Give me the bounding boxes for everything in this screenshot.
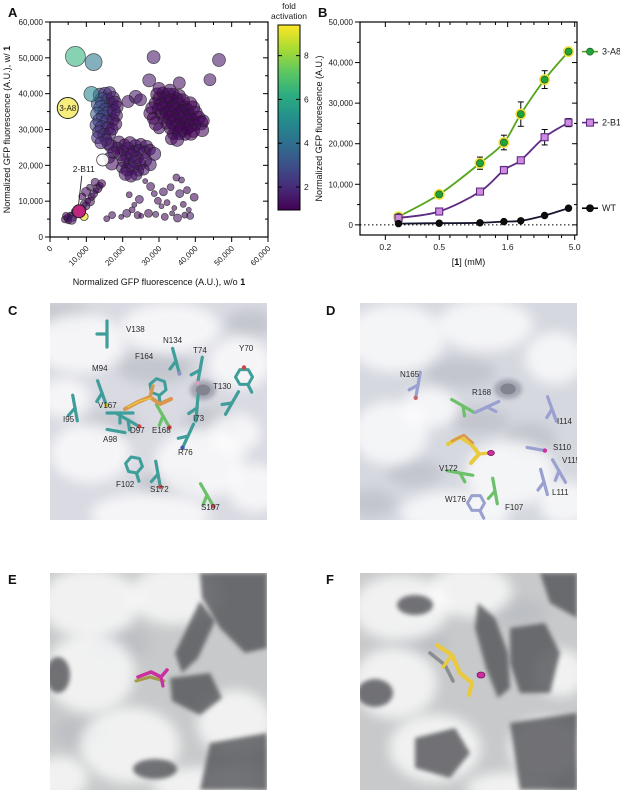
panel-label-a: A: [8, 5, 18, 20]
panel-label-f: F: [326, 572, 334, 587]
svg-text:W176: W176: [445, 495, 466, 504]
svg-text:WT: WT: [602, 203, 616, 213]
svg-text:S172: S172: [150, 485, 169, 494]
svg-text:50,000: 50,000: [212, 244, 236, 268]
svg-text:V172: V172: [439, 464, 458, 473]
legend-2-B11: 2-B11: [582, 118, 620, 128]
label-3-A8: 3-A8: [59, 104, 76, 113]
svg-text:60,000: 60,000: [249, 244, 273, 268]
svg-text:40,000: 40,000: [19, 90, 44, 99]
svg-text:Y70: Y70: [239, 344, 254, 353]
svg-text:Normalized GFP fluorescence (A: Normalized GFP fluorescence (A.U.): [314, 56, 324, 202]
svg-text:Normalized GFP fluorescence (A: Normalized GFP fluorescence (A.U.), w/o …: [73, 277, 245, 287]
label-2-B11: 2-B11: [73, 164, 95, 174]
svg-text:30,000: 30,000: [19, 126, 44, 135]
svg-text:0: 0: [39, 233, 44, 242]
scatter-points: [56, 46, 226, 225]
series-WT: [394, 204, 573, 228]
residue-sticks: [66, 319, 254, 509]
line-chart-panel-b: 0 10,000 20,000 30,000 40,000 50,000 0.2 0.5 1.6…: [314, 18, 620, 267]
panel-label-b: B: [318, 5, 328, 20]
svg-text:50,000: 50,000: [19, 54, 44, 63]
point-3-A8: [56, 97, 79, 119]
scatter-plot-panel-a: 00 10,000 10,000 20,000 20,000 30,000 30,000 40…: [2, 1, 309, 287]
structure-pocket-panel-c: V138 N134 T74 Y70 F164 M94 T130 V167 I95 D97 E168 I…: [50, 303, 267, 520]
residue-sticks: [407, 370, 568, 520]
panel-label-d: D: [326, 303, 336, 318]
svg-text:10,000: 10,000: [67, 244, 91, 268]
svg-text:V138: V138: [126, 325, 145, 334]
svg-text:F107: F107: [505, 503, 524, 512]
svg-text:5.0: 5.0: [569, 242, 581, 252]
ligand: [428, 642, 486, 698]
svg-text:1.6: 1.6: [502, 242, 514, 252]
svg-text:0.2: 0.2: [379, 242, 391, 252]
svg-text:R76: R76: [178, 448, 193, 457]
svg-text:I73: I73: [193, 414, 205, 423]
svg-text:0: 0: [349, 221, 354, 230]
svg-text:fold: fold: [282, 1, 296, 11]
svg-text:E168: E168: [152, 426, 171, 435]
surface-render-panel-e: [50, 573, 267, 790]
surface-render-panel-f: [360, 573, 577, 790]
legend-WT: WT: [582, 203, 616, 213]
surface-shading: [50, 573, 267, 790]
svg-text:2-B11: 2-B11: [602, 118, 620, 128]
residue-labels: V138 N134 T74 Y70 F164 M94 T130 V167 I95 D97 E168 I…: [63, 325, 254, 512]
svg-text:I114: I114: [557, 417, 573, 426]
svg-text:30,000: 30,000: [329, 99, 354, 108]
svg-text:T74: T74: [193, 346, 207, 355]
svg-text:S107: S107: [201, 503, 220, 512]
ligand: [123, 384, 173, 411]
svg-text:F164: F164: [135, 352, 154, 361]
svg-text:R168: R168: [472, 388, 492, 397]
ligand: [134, 668, 169, 688]
svg-text:S110: S110: [553, 443, 572, 452]
svg-text:40,000: 40,000: [176, 244, 200, 268]
svg-text:0: 0: [45, 244, 55, 254]
svg-text:Normalized GFP fluorescence (A: Normalized GFP fluorescence (A.U.), w/ 1: [2, 46, 12, 213]
svg-text:40,000: 40,000: [329, 59, 354, 68]
structure-pocket-panel-d: N165 R168 I114 S110 V115 V172 L111 W176 F107: [360, 303, 577, 520]
surface-shading: [360, 303, 577, 520]
svg-text:20,000: 20,000: [329, 140, 354, 149]
svg-text:L111: L111: [552, 488, 569, 497]
series-2-B11: [394, 118, 573, 223]
svg-text:3-A8: 3-A8: [602, 47, 620, 57]
svg-text:30,000: 30,000: [140, 244, 164, 268]
residue-labels: N165 R168 I114 S110 V115 V172 L111 W176 F107: [400, 370, 577, 512]
svg-text:8: 8: [304, 51, 309, 61]
svg-text:10,000: 10,000: [19, 197, 44, 206]
svg-text:A98: A98: [103, 435, 118, 444]
svg-text:V115: V115: [562, 456, 577, 465]
panel-label-e: E: [8, 572, 17, 587]
legend-3-A8: 3-A8: [582, 47, 620, 57]
svg-text:[1] (mM): [1] (mM): [452, 257, 486, 267]
svg-text:4: 4: [304, 138, 309, 148]
svg-text:V167: V167: [98, 401, 117, 410]
svg-text:10,000: 10,000: [329, 180, 354, 189]
svg-text:2: 2: [304, 182, 309, 192]
svg-text:20,000: 20,000: [103, 244, 127, 268]
svg-text:60,000: 60,000: [19, 18, 44, 27]
ligand: [446, 433, 495, 465]
point-2-B11: [72, 204, 87, 219]
svg-text:T130: T130: [213, 382, 232, 391]
svg-text:activation: activation: [271, 11, 307, 21]
series-3-A8: [393, 46, 574, 223]
svg-text:F102: F102: [116, 480, 135, 489]
panel-label-c: C: [8, 303, 18, 318]
svg-text:M94: M94: [92, 364, 108, 373]
svg-text:0.5: 0.5: [433, 242, 445, 252]
svg-text:D97: D97: [130, 426, 145, 435]
svg-text:50,000: 50,000: [329, 18, 354, 27]
svg-text:20,000: 20,000: [19, 161, 44, 170]
svg-text:6: 6: [304, 94, 309, 104]
surface-shading: [360, 573, 577, 790]
svg-text:N134: N134: [163, 336, 183, 345]
svg-text:I95: I95: [63, 415, 75, 424]
svg-text:N165: N165: [400, 370, 420, 379]
